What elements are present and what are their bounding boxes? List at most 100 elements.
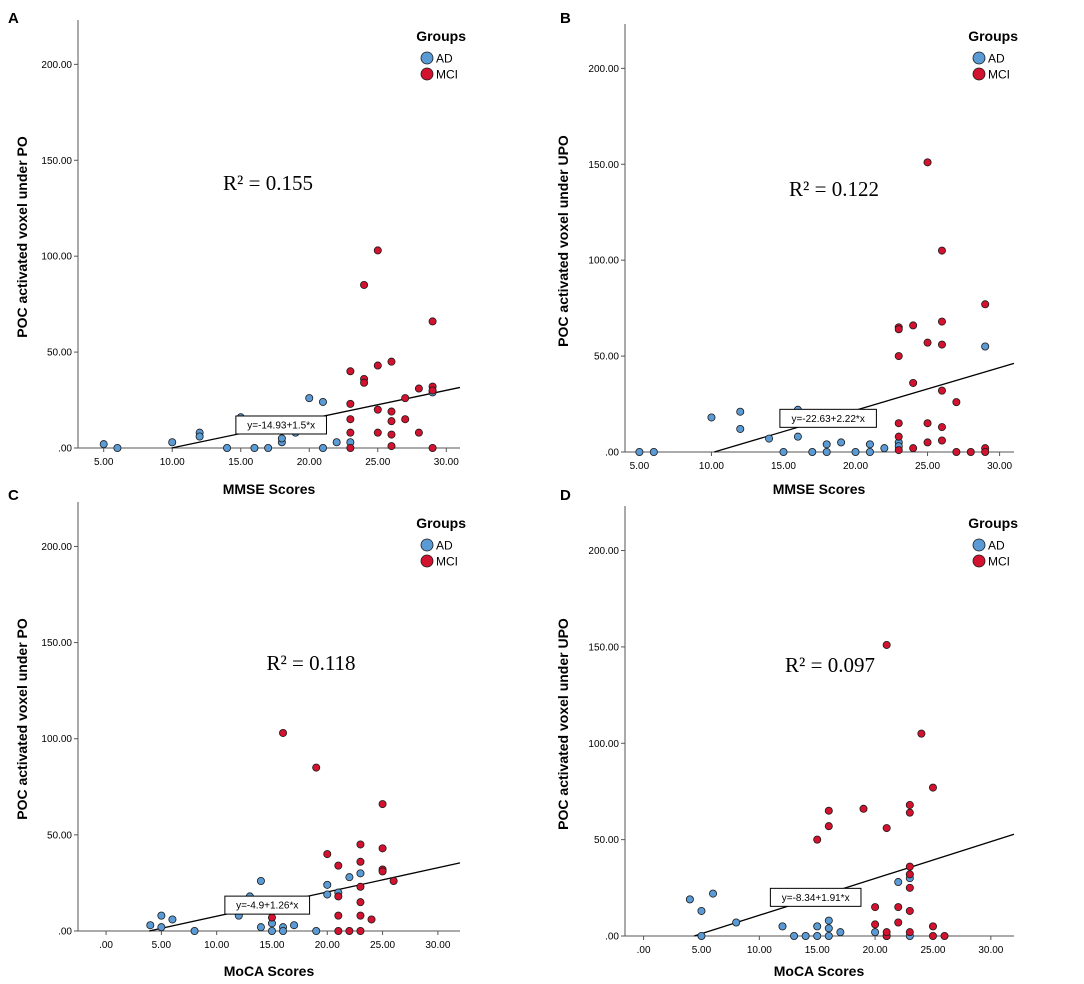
- mci-point: [346, 443, 355, 452]
- y-tick-label: 200.00: [41, 60, 72, 71]
- mci-point: [387, 442, 396, 451]
- mci-point: [882, 824, 891, 833]
- equation-box: [224, 895, 311, 915]
- r-squared-label: R² = 0.122: [789, 177, 879, 201]
- ad-point: [157, 923, 166, 932]
- y-tick-label: 200.00: [41, 542, 72, 553]
- mci-point: [981, 447, 990, 456]
- ad-point: [880, 444, 889, 453]
- ad-point: [824, 924, 833, 933]
- y-tick-label: 200.00: [588, 546, 619, 557]
- legend: Groups AD MCI: [416, 515, 466, 569]
- ad-point: [790, 932, 799, 941]
- ad-point: [256, 923, 265, 932]
- mci-point: [378, 800, 387, 809]
- y-tick-label: 150.00: [41, 638, 72, 649]
- ad-point: [157, 911, 166, 920]
- y-tick-label: 150.00: [588, 642, 619, 653]
- r-squared-label: R² = 0.118: [266, 651, 355, 675]
- ad-point: [290, 921, 299, 930]
- mci-point: [937, 340, 946, 349]
- y-tick-label: 100.00: [588, 739, 619, 750]
- legend-marker-ad: [420, 538, 434, 552]
- mci-point: [428, 443, 437, 452]
- legend-label-mci: MCI: [436, 68, 458, 82]
- ad-point: [697, 932, 706, 941]
- mci-point: [378, 867, 387, 876]
- ad-point: [824, 916, 833, 925]
- legend-marker-ad: [972, 51, 986, 65]
- x-tick-label: 20.00: [315, 940, 340, 951]
- mci-point: [813, 835, 822, 844]
- mci-point: [928, 922, 937, 931]
- legend-label-ad: AD: [436, 539, 453, 553]
- mci-point: [940, 932, 949, 941]
- mci-point: [923, 158, 932, 167]
- x-tick-label: .00: [99, 940, 113, 951]
- x-tick-label: 15.00: [771, 461, 796, 472]
- equation-label: y=-22.63+2.22*x: [791, 414, 864, 425]
- y-tick-label: 50.00: [47, 348, 72, 359]
- ad-point: [305, 394, 314, 403]
- legend: Groups AD MCI: [416, 28, 466, 82]
- equation-box: [235, 415, 327, 435]
- panel-letter: D: [560, 487, 571, 504]
- mci-point: [894, 903, 903, 912]
- legend-label-mci: MCI: [988, 555, 1010, 569]
- ad-point: [356, 869, 365, 878]
- ad-point: [318, 443, 327, 452]
- mci-point: [871, 920, 880, 929]
- mci-point: [373, 361, 382, 370]
- mci-point: [346, 428, 355, 437]
- mci-point: [387, 407, 396, 416]
- equation-label: y=-4.9+1.26*x: [236, 901, 298, 912]
- x-tick-label: 5.00: [94, 457, 114, 468]
- mci-point: [894, 918, 903, 927]
- x-axis-title: MMSE Scores: [223, 481, 316, 497]
- ad-point: [332, 438, 341, 447]
- legend-label-mci: MCI: [988, 68, 1010, 82]
- legend-label-ad: AD: [436, 52, 453, 66]
- mci-point: [937, 386, 946, 395]
- y-tick-label: .00: [605, 932, 619, 943]
- x-axis-title: MoCA Scores: [224, 963, 315, 979]
- legend-label-ad: AD: [988, 539, 1005, 553]
- y-tick-label: 100.00: [41, 734, 72, 745]
- y-tick-label: 150.00: [588, 160, 619, 171]
- legend-title: Groups: [416, 28, 466, 44]
- mci-point: [937, 423, 946, 432]
- mci-point: [937, 246, 946, 255]
- x-tick-label: 5.00: [692, 945, 712, 956]
- mci-point: [387, 357, 396, 366]
- legend-marker-mci: [972, 554, 986, 568]
- legend-label-ad: AD: [988, 52, 1005, 66]
- ad-point: [635, 447, 644, 456]
- x-tick-label: 5.00: [630, 461, 650, 472]
- x-tick-label: 25.00: [365, 457, 390, 468]
- mci-point: [345, 927, 354, 936]
- ad-point: [779, 447, 788, 456]
- x-tick-label: 15.00: [259, 940, 284, 951]
- x-tick-label: 20.00: [297, 457, 322, 468]
- y-axis-title: POC activated voxel under UPO: [555, 618, 571, 830]
- mci-point: [859, 804, 868, 813]
- mci-point: [905, 800, 914, 809]
- panel-letter: C: [8, 487, 19, 504]
- mci-point: [952, 398, 961, 407]
- x-tick-label: 5.00: [152, 940, 172, 951]
- ad-point: [323, 880, 332, 889]
- y-tick-label: 50.00: [594, 835, 619, 846]
- ad-point: [736, 407, 745, 416]
- ad-point: [822, 440, 831, 449]
- mci-point: [334, 892, 343, 901]
- mci-point: [909, 444, 918, 453]
- ad-point: [323, 890, 332, 899]
- mci-point: [981, 300, 990, 309]
- mci-point: [894, 352, 903, 361]
- ad-point: [765, 434, 774, 443]
- y-tick-label: 150.00: [41, 156, 72, 167]
- ad-point: [824, 932, 833, 941]
- mci-point: [894, 419, 903, 428]
- legend-title: Groups: [968, 28, 1018, 44]
